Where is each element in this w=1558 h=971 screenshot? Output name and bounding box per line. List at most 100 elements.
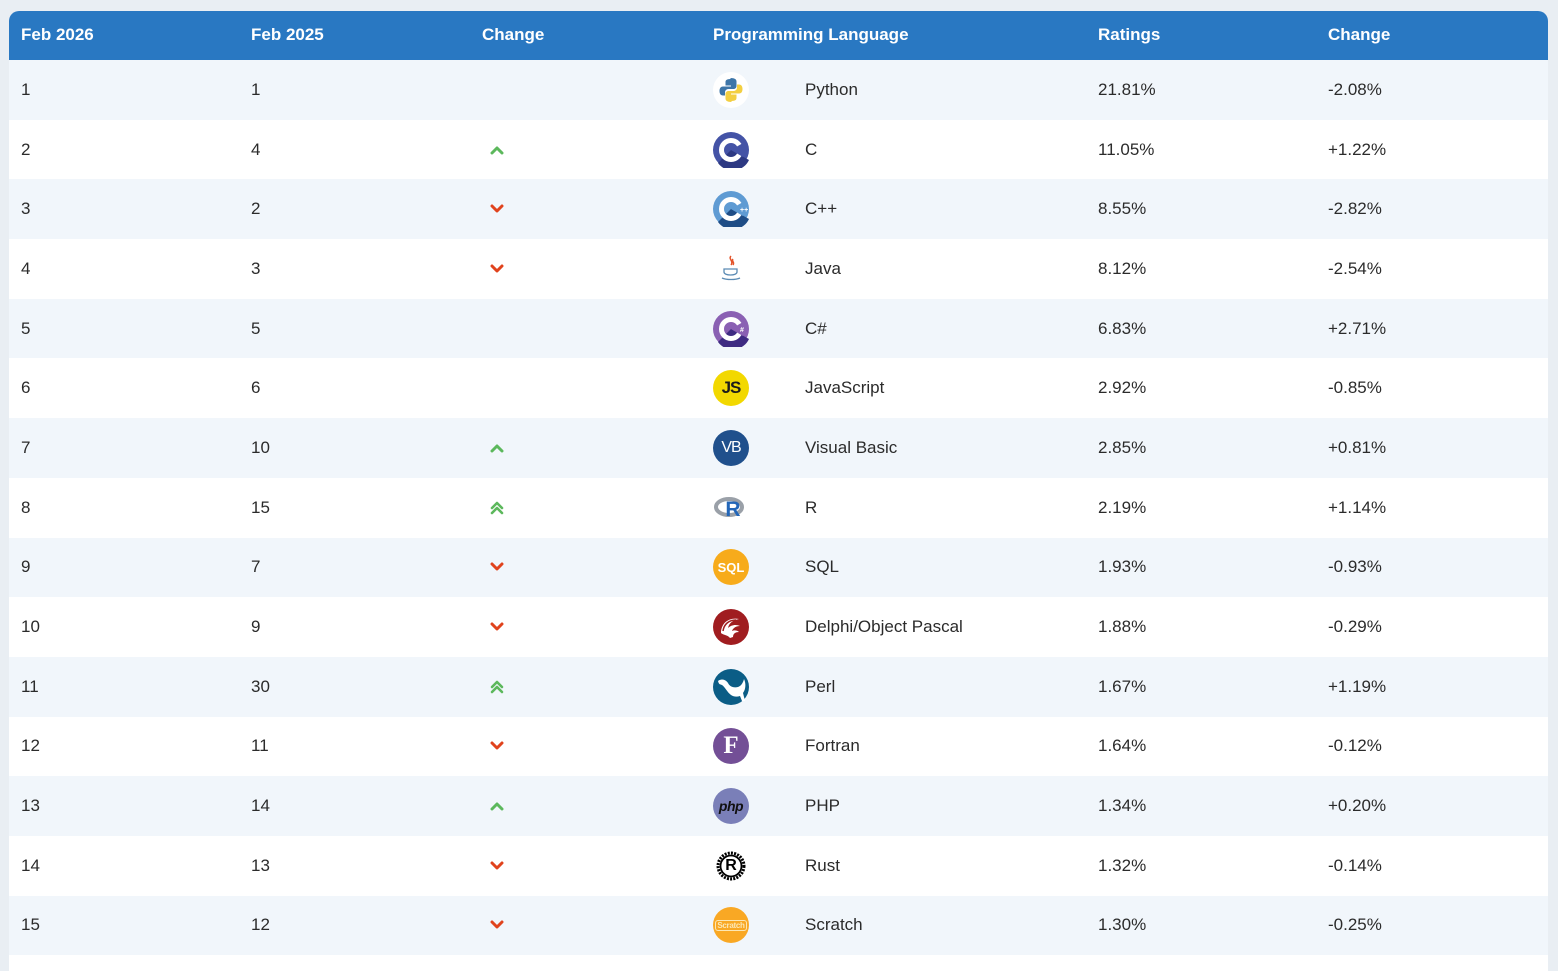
language-name: Scratch: [805, 915, 863, 935]
javascript-logo-icon: JS: [713, 358, 749, 418]
rust-logo-icon: R: [713, 836, 749, 896]
rating-change: -0.14%: [1328, 855, 1382, 875]
language-name: Java: [805, 258, 841, 278]
rank-change-indicator: [482, 717, 512, 777]
table-row: 4 3 Java 8.12% -2.54%: [9, 239, 1548, 299]
table-row: 2 4 C 11.05% +1.22%: [9, 119, 1548, 180]
table-row: 15 12 Scratch Scratch 1.30% -0.25%: [9, 895, 1548, 956]
rating-value: 2.92%: [1098, 378, 1147, 398]
table-header: Feb 2026 Feb 2025 Change Programming Lan…: [9, 11, 1548, 60]
logo-text: R: [725, 498, 741, 522]
chevron-down-icon: [490, 920, 504, 930]
table-row: 9 7 SQL SQL 1.93% -0.93%: [9, 537, 1548, 598]
logo-text: JS: [721, 378, 742, 398]
rating-value: 1.67%: [1098, 676, 1147, 696]
rank-previous: 11: [251, 736, 269, 756]
rank-change-indicator: [482, 120, 512, 180]
rank-current: 7: [21, 437, 31, 457]
rank-previous: 12: [251, 915, 270, 935]
header-ratings[interactable]: Ratings: [1098, 25, 1161, 44]
language-name: Fortran: [805, 736, 860, 756]
rank-previous: 14: [251, 796, 270, 816]
header-feb-2026[interactable]: Feb 2026: [21, 25, 94, 44]
delphi-logo-icon: [713, 597, 749, 657]
header-programming-language[interactable]: Programming Language: [713, 25, 909, 44]
rank-current: 5: [21, 318, 31, 338]
rank-change-indicator: [482, 597, 512, 657]
rank-previous: 10: [251, 437, 270, 457]
double-chevron-up-icon: [490, 501, 504, 515]
language-name: JavaScript: [805, 378, 885, 398]
rank-previous: 30: [251, 676, 270, 696]
logo-text: VB: [721, 438, 741, 456]
rating-change: -0.12%: [1328, 736, 1382, 756]
language-name: Perl: [805, 676, 836, 696]
ranking-table: Feb 2026 Feb 2025 Change Programming Lan…: [9, 11, 1548, 971]
rating-change: +1.14%: [1328, 497, 1387, 517]
rank-current: 6: [21, 378, 31, 398]
cpp-logo-icon: ++: [713, 179, 749, 239]
rating-value: 2.19%: [1098, 497, 1147, 517]
rating-value: 6.83%: [1098, 318, 1147, 338]
rank-current: 2: [21, 139, 31, 159]
php-logo-icon: php: [713, 776, 749, 836]
table-row: 10 9 Delphi/Object Pascal 1.88% -0.29%: [9, 597, 1548, 657]
rating-change: -2.54%: [1328, 258, 1382, 278]
rating-change: +2.71%: [1328, 318, 1387, 338]
rating-value: 11.05%: [1098, 139, 1155, 159]
chevron-down-icon: [490, 264, 504, 274]
rank-current: 15: [21, 915, 40, 935]
rank-previous: 5: [251, 318, 261, 338]
fortran-logo-icon: F: [713, 717, 749, 777]
rank-change-indicator: [482, 418, 512, 478]
rating-value: 2.85%: [1098, 437, 1147, 457]
chevron-down-icon: [490, 741, 504, 751]
rank-current: 11: [21, 676, 39, 696]
rating-value: 1.34%: [1098, 796, 1147, 816]
header-rating-change[interactable]: Change: [1328, 25, 1391, 44]
chevron-down-icon: [490, 562, 504, 572]
rank-current: 9: [21, 557, 31, 577]
csharp-logo-icon: #: [713, 299, 749, 359]
rank-previous: 13: [251, 855, 270, 875]
rank-previous: 15: [251, 497, 270, 517]
chevron-up-icon: [490, 801, 504, 811]
header-rank-change[interactable]: Change: [482, 25, 545, 44]
rating-change: +1.22%: [1328, 139, 1387, 159]
svg-text:++: ++: [740, 207, 748, 214]
svg-text:#: #: [740, 327, 744, 334]
rating-change: +0.20%: [1328, 796, 1387, 816]
rating-change: -2.08%: [1328, 79, 1382, 99]
rank-change-indicator: [482, 60, 512, 120]
table-row: 5 5 # C# 6.83% +2.71%: [9, 298, 1548, 359]
logo-text: Scratch: [715, 919, 747, 931]
table-row: 8 15 R R 2.19% +1.14%: [9, 477, 1548, 538]
table-row: 13 14 php PHP 1.34% +0.20%: [9, 776, 1548, 836]
rating-change: -0.25%: [1328, 915, 1382, 935]
rank-current: 10: [21, 617, 40, 637]
perl-logo-icon: [713, 657, 749, 717]
rank-current: 1: [21, 79, 31, 99]
rating-value: 1.88%: [1098, 617, 1147, 637]
chevron-up-icon: [490, 443, 504, 453]
rank-current: 8: [21, 497, 31, 517]
python-logo-icon: [713, 60, 749, 120]
r-logo-icon: R: [713, 478, 749, 538]
sql-logo-icon: SQL: [713, 538, 749, 598]
language-name: Rust: [805, 855, 840, 875]
rank-change-indicator: [482, 179, 512, 239]
table-row: 11 30 Perl 1.67% +1.19%: [9, 656, 1548, 717]
language-name: Python: [805, 79, 858, 99]
rank-current: 13: [21, 796, 40, 816]
visual-basic-logo-icon: VB: [713, 418, 749, 478]
language-name: C: [805, 139, 818, 159]
language-name: Visual Basic: [805, 437, 898, 457]
rank-change-indicator: [482, 358, 512, 418]
rank-previous: 2: [251, 199, 261, 219]
header-feb-2025[interactable]: Feb 2025: [251, 25, 324, 44]
c-logo-icon: [713, 120, 749, 180]
logo-text: R: [725, 856, 737, 874]
rank-current: 4: [21, 258, 31, 278]
rank-change-indicator: [482, 776, 512, 836]
rank-change-indicator: [482, 896, 512, 956]
